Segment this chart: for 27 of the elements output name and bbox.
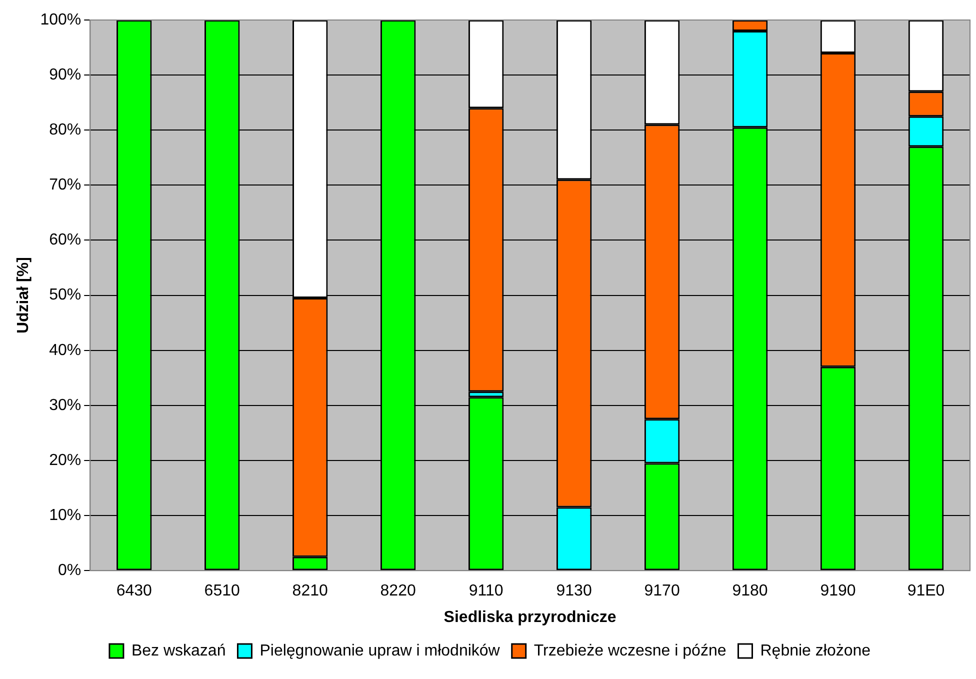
y-tick-label: 50%: [49, 286, 82, 304]
x-tick-label: 6430: [116, 582, 152, 600]
x-tick-label: 9190: [820, 582, 856, 600]
x-tick-label: 8220: [380, 582, 416, 600]
x-tick-label: 9180: [732, 582, 768, 600]
y-tick-label: 10%: [49, 506, 82, 524]
y-tick-label: 90%: [49, 66, 82, 84]
x-tick-label: 9170: [644, 582, 680, 600]
y-tick-label: 60%: [49, 232, 82, 249]
y-axis-title: Udział [%]: [15, 257, 32, 334]
x-axis-title: Siedliska przyrodnicze: [444, 608, 616, 626]
y-tick-label: 100%: [40, 11, 82, 28]
x-tick-label: 91E0: [907, 582, 945, 600]
y-tick-label: 20%: [49, 452, 82, 469]
x-tick-label: 9110: [468, 582, 504, 600]
x-tick-label: 6510: [204, 582, 240, 600]
legend-label: Pielęgnowanie upraw i młodników: [260, 642, 500, 660]
legend-label: Bez wskazań: [131, 642, 226, 660]
y-tick-label: 30%: [49, 396, 82, 414]
y-tick-label: 40%: [49, 342, 82, 359]
y-tick-label: 70%: [49, 176, 82, 194]
y-tick-label: 0%: [58, 562, 82, 580]
legend-label: Trzebieże wczesne i późne: [534, 642, 726, 660]
x-tick-label: 9130: [556, 582, 592, 600]
y-tick-label: 80%: [49, 122, 82, 139]
x-tick-label: 8210: [292, 582, 328, 600]
legend-label: Rębnie złożone: [760, 642, 871, 660]
